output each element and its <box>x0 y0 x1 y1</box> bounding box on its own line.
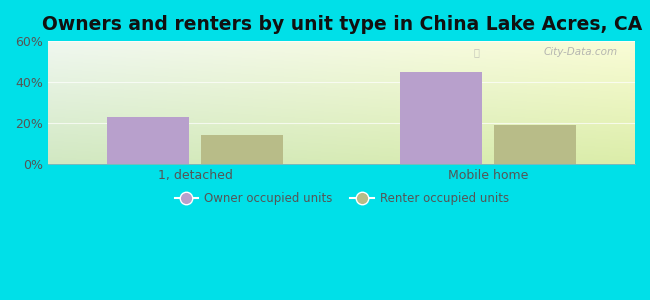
Text: Ⓞ: Ⓞ <box>474 47 480 57</box>
Text: City-Data.com: City-Data.com <box>543 47 618 57</box>
Bar <box>494 125 577 164</box>
Bar <box>400 72 482 164</box>
Title: Owners and renters by unit type in China Lake Acres, CA: Owners and renters by unit type in China… <box>42 15 642 34</box>
Legend: Owner occupied units, Renter occupied units: Owner occupied units, Renter occupied un… <box>170 187 514 209</box>
Bar <box>201 135 283 164</box>
Bar <box>107 117 189 164</box>
